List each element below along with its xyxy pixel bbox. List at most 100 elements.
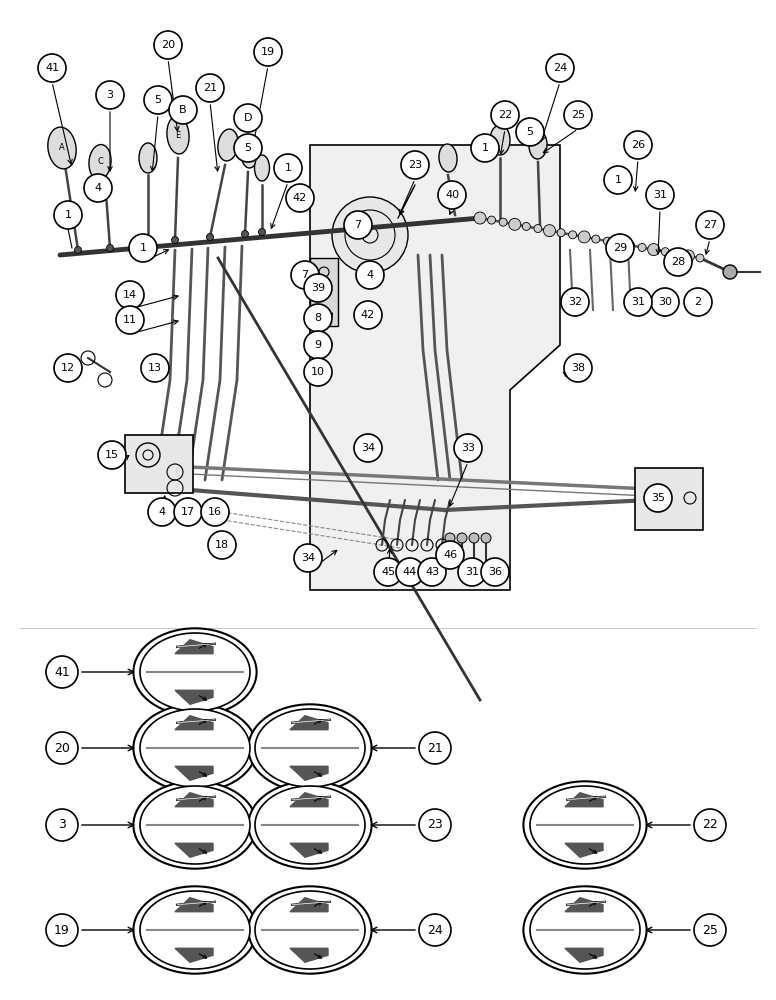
Circle shape: [557, 229, 565, 237]
Text: 34: 34: [301, 553, 315, 563]
Text: 43: 43: [425, 567, 439, 577]
Text: 4: 4: [95, 183, 102, 193]
Polygon shape: [175, 640, 213, 654]
Ellipse shape: [255, 891, 365, 969]
Text: E: E: [175, 130, 181, 139]
Text: 4: 4: [366, 270, 373, 280]
Text: C: C: [97, 157, 103, 166]
Circle shape: [274, 154, 302, 182]
Text: 31: 31: [631, 297, 645, 307]
Circle shape: [638, 243, 646, 251]
Text: 34: 34: [361, 443, 375, 453]
Text: B: B: [179, 105, 187, 115]
Text: D: D: [247, 147, 253, 156]
Text: 22: 22: [702, 818, 718, 832]
Text: 15: 15: [105, 450, 119, 460]
Polygon shape: [290, 843, 328, 857]
Ellipse shape: [218, 129, 238, 161]
Text: 35: 35: [651, 493, 665, 503]
Circle shape: [148, 498, 176, 526]
Circle shape: [604, 166, 632, 194]
Circle shape: [171, 236, 178, 243]
Ellipse shape: [167, 116, 189, 154]
Circle shape: [46, 732, 78, 764]
Circle shape: [569, 231, 577, 239]
Circle shape: [419, 732, 451, 764]
Circle shape: [196, 74, 224, 102]
Circle shape: [304, 274, 332, 302]
Circle shape: [418, 558, 446, 586]
Circle shape: [374, 558, 402, 586]
Polygon shape: [175, 948, 213, 962]
Text: 20: 20: [54, 742, 70, 754]
Text: 7: 7: [355, 220, 362, 230]
Text: 9: 9: [314, 340, 321, 350]
FancyBboxPatch shape: [310, 258, 338, 326]
Circle shape: [332, 197, 408, 273]
Ellipse shape: [530, 786, 640, 864]
Circle shape: [419, 809, 451, 841]
Text: 2: 2: [695, 297, 702, 307]
Text: 36: 36: [488, 567, 502, 577]
Circle shape: [592, 235, 600, 243]
Text: 41: 41: [54, 666, 70, 678]
Text: 23: 23: [408, 160, 422, 170]
Circle shape: [356, 261, 384, 289]
Circle shape: [624, 131, 652, 159]
Circle shape: [481, 533, 491, 543]
Circle shape: [174, 498, 202, 526]
Text: 12: 12: [61, 363, 75, 373]
Ellipse shape: [248, 781, 372, 869]
Text: 8: 8: [314, 313, 321, 323]
Circle shape: [84, 174, 112, 202]
Text: 24: 24: [553, 63, 567, 73]
Ellipse shape: [133, 781, 257, 869]
Text: 18: 18: [215, 540, 229, 550]
Text: 44: 44: [403, 567, 417, 577]
Ellipse shape: [139, 143, 157, 173]
Circle shape: [458, 558, 486, 586]
Text: C: C: [653, 488, 667, 508]
Text: 32: 32: [568, 297, 582, 307]
Polygon shape: [565, 898, 603, 912]
Circle shape: [578, 231, 591, 243]
Circle shape: [354, 434, 382, 462]
Ellipse shape: [523, 886, 646, 974]
Circle shape: [471, 134, 499, 162]
Circle shape: [291, 261, 319, 289]
Text: 42: 42: [293, 193, 307, 203]
Text: 11: 11: [123, 315, 137, 325]
Circle shape: [694, 914, 726, 946]
Circle shape: [169, 96, 197, 124]
Polygon shape: [290, 948, 328, 962]
Circle shape: [684, 288, 712, 316]
Text: 1: 1: [481, 143, 489, 153]
Circle shape: [344, 211, 372, 239]
Circle shape: [613, 237, 625, 249]
Text: 25: 25: [571, 110, 585, 120]
Circle shape: [116, 306, 144, 334]
Circle shape: [54, 201, 82, 229]
Circle shape: [534, 225, 542, 233]
Circle shape: [469, 533, 479, 543]
Text: 31: 31: [653, 190, 667, 200]
Circle shape: [206, 233, 213, 240]
Text: 19: 19: [54, 924, 70, 936]
Circle shape: [129, 234, 157, 262]
Circle shape: [664, 248, 692, 276]
Text: 42: 42: [361, 310, 375, 320]
Ellipse shape: [248, 704, 372, 792]
Polygon shape: [565, 793, 603, 807]
Text: 39: 39: [311, 283, 325, 293]
Circle shape: [96, 81, 124, 109]
Polygon shape: [290, 716, 328, 730]
Circle shape: [396, 558, 424, 586]
Circle shape: [46, 809, 78, 841]
Ellipse shape: [255, 786, 365, 864]
Circle shape: [457, 533, 467, 543]
Text: 3: 3: [58, 818, 66, 832]
Circle shape: [661, 248, 669, 256]
Circle shape: [234, 134, 262, 162]
Text: 26: 26: [631, 140, 645, 150]
Polygon shape: [175, 793, 213, 807]
